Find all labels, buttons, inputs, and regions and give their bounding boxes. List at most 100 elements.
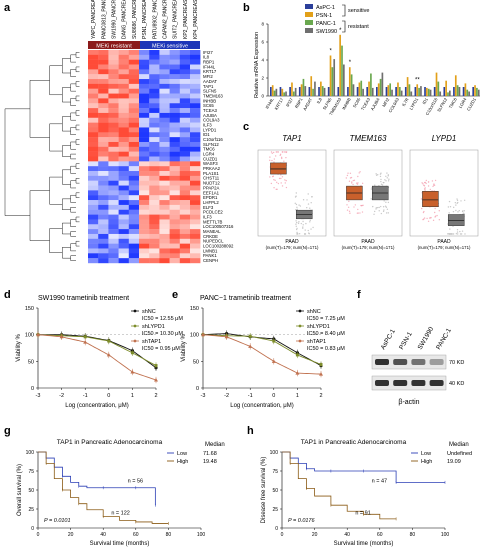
heatmap-cell — [139, 258, 150, 264]
data-point — [248, 334, 252, 338]
km-curve — [282, 451, 397, 520]
heatmap-cell — [108, 175, 119, 181]
bar — [356, 87, 359, 96]
boxplot-point — [304, 229, 306, 231]
heatmap-cell — [149, 137, 160, 143]
heatmap-cell — [98, 224, 109, 230]
legend-sensitive-label: sensitive — [348, 8, 369, 14]
bar — [454, 75, 457, 96]
heatmap-cell — [139, 200, 150, 206]
dendrogram-branch — [70, 180, 77, 189]
n-high-label: n = 122 — [111, 510, 130, 516]
heatmap-cell — [159, 204, 170, 210]
bar — [318, 87, 320, 96]
heatmap-cell — [98, 229, 109, 235]
bar — [337, 87, 340, 96]
heatmap-cell — [118, 93, 129, 99]
bar — [320, 81, 322, 96]
heatmap-cell — [139, 141, 150, 148]
boxplot-title: TAP1 — [282, 134, 301, 143]
boxplot-point — [273, 186, 275, 189]
heatmap-cell — [179, 151, 191, 157]
boxplot-point — [385, 212, 388, 214]
boxplot-point — [380, 212, 383, 215]
heatmap-cell — [159, 209, 170, 215]
heatmap-cell — [118, 204, 129, 210]
dendrogram-branch — [62, 198, 71, 210]
boxplot-xlabel: PAAD — [285, 239, 299, 245]
x-tick-label: IL8 — [316, 96, 324, 104]
heatmap-cell — [139, 54, 150, 60]
bar — [348, 67, 351, 96]
dendrogram-branch — [70, 141, 77, 150]
boxplot-point — [452, 206, 455, 209]
gene-label: IL8 — [203, 55, 210, 60]
legend-label: shTAP1 — [142, 339, 161, 345]
heatmap-cell — [179, 204, 191, 210]
heatmap-cell — [139, 64, 150, 70]
heatmap-cell — [190, 50, 201, 56]
heatmap-cell — [149, 258, 160, 264]
heatmap-cell — [159, 137, 170, 143]
heatmap-cell — [149, 190, 160, 196]
y-tick-label: 0 — [261, 94, 264, 99]
heatmap-cell — [128, 195, 140, 201]
boxplot-point — [307, 203, 310, 205]
heatmap-cell — [98, 258, 109, 264]
legend-label: High — [421, 459, 432, 465]
boxplot-point — [448, 212, 450, 214]
boxplot-point — [281, 185, 284, 187]
heatmap-cell — [88, 127, 99, 133]
boxplot-point — [354, 204, 357, 206]
data-point — [36, 332, 40, 337]
legend-label: shTAP1 — [307, 339, 326, 345]
heatmap-cell — [169, 146, 180, 152]
boxplot-point — [377, 174, 379, 176]
gene-label: EPDR1 — [203, 195, 218, 200]
heatmap-cell — [139, 190, 150, 196]
heatmap-cell — [149, 238, 160, 244]
heatmap-cell — [190, 243, 201, 249]
heatmap-cell — [118, 151, 129, 157]
boxplot-point — [386, 172, 388, 174]
heatmap-cell — [128, 190, 140, 196]
heatmap-cell — [118, 74, 129, 80]
heatmap-cell — [128, 93, 140, 99]
heatmap-cell — [108, 258, 119, 264]
heatmap-cell — [179, 141, 191, 148]
panel-a-letter: a — [4, 2, 11, 14]
heatmap-cell — [88, 83, 99, 89]
boxplot-point — [438, 210, 440, 212]
heatmap-cell — [88, 64, 99, 70]
heatmap-cell — [179, 88, 191, 94]
heatmap-cell — [88, 161, 99, 167]
y-tick-label: 2 — [261, 76, 264, 81]
boxplot-point — [296, 206, 298, 209]
heatmap-cell — [98, 238, 109, 244]
dendrogram-branch — [62, 247, 71, 259]
bar — [433, 87, 436, 96]
heatmap-cell — [128, 103, 140, 109]
boxplot-point — [299, 205, 302, 207]
column-label: KP4_PANCREAS — [193, 0, 199, 39]
bar — [343, 64, 345, 96]
boxplot-point — [385, 175, 387, 178]
heatmap-cell — [169, 175, 180, 181]
heatmap-cell — [118, 161, 129, 167]
boxplot-point — [370, 198, 372, 200]
boxplot-point — [379, 173, 382, 175]
legend-swatch-sw1990 — [305, 28, 313, 33]
heatmap-cell — [128, 108, 140, 114]
bar — [294, 87, 297, 96]
data-point — [107, 339, 111, 343]
heatmap-cell — [108, 74, 119, 80]
x-tick-label: RBP1 — [294, 96, 304, 109]
y-tick-label: 100 — [26, 450, 35, 456]
heatmap-cell — [179, 253, 191, 259]
heatmap-cell — [128, 74, 140, 80]
heatmap-cell — [190, 93, 201, 99]
heatmap-cell — [149, 122, 160, 128]
heatmap-cell — [128, 83, 140, 89]
y-tick-label: 25 — [272, 507, 278, 513]
boxplot-point — [434, 207, 436, 210]
